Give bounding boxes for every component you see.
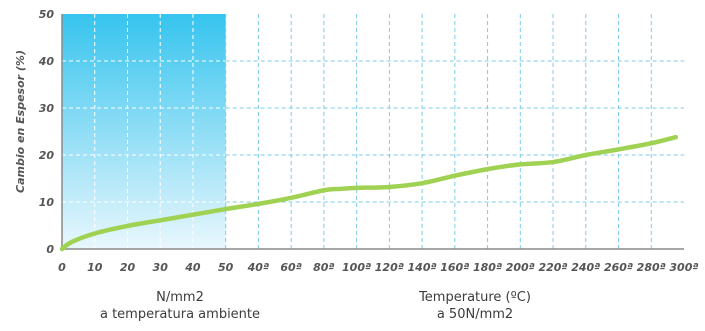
caption-right-line2: a 50N/mm2 (436, 307, 514, 322)
x-tick-label: 80ª (313, 261, 335, 274)
highlight-region (62, 14, 226, 249)
x-tick-label: 200ª (506, 261, 535, 274)
grid-lines (62, 14, 684, 249)
caption-left: N/mm2 a temperatura ambiente (70, 289, 290, 323)
x-tick-label: 240ª (571, 261, 600, 274)
x-tick-label: 50 (218, 261, 234, 274)
x-tick-label: 140ª (408, 261, 437, 274)
caption-right: Temperature (ºC) a 50N/mm2 (360, 289, 590, 323)
y-tick-label: 20 (39, 149, 55, 162)
x-tick-label: 40 (184, 261, 201, 274)
x-tick-label: 280ª (637, 261, 666, 274)
x-tick-label: 0 (58, 261, 66, 274)
series-line (59, 134, 679, 252)
y-tick-label: 0 (46, 243, 54, 256)
x-tick-label: 60ª (280, 261, 302, 274)
axes (61, 14, 684, 250)
caption-right-line1: Temperature (ºC) (419, 290, 531, 305)
caption-left-line1: N/mm2 (156, 290, 204, 305)
x-tick-label: 10 (87, 261, 103, 274)
y-tick-label: 50 (39, 8, 55, 21)
x-tick-label: 120ª (375, 261, 404, 274)
x-tick-label: 30 (153, 261, 169, 274)
x-tick-label: 100ª (342, 261, 371, 274)
x-tick-label: 220ª (538, 261, 567, 274)
y-tick-label: 10 (39, 196, 55, 209)
x-tick-label: 300ª (669, 261, 698, 274)
caption-left-line2: a temperatura ambiente (99, 307, 261, 322)
x-tick-label: 40ª (247, 261, 270, 274)
y-axis-label: Cambio en Espesor (%) (14, 50, 27, 193)
x-tick-label: 260ª (604, 261, 633, 274)
tick-labels: 0 10 20 30 40 50 0 10 20 30 40 50 40ª 60ª 80ª 100ª 120ª 1… (38, 8, 699, 274)
y-tick-label: 30 (39, 102, 55, 115)
x-tick-label: 20 (120, 261, 136, 274)
y-tick-label: 40 (38, 55, 55, 68)
x-tick-label: 180ª (473, 261, 502, 274)
x-tick-label: 160ª (440, 261, 469, 274)
